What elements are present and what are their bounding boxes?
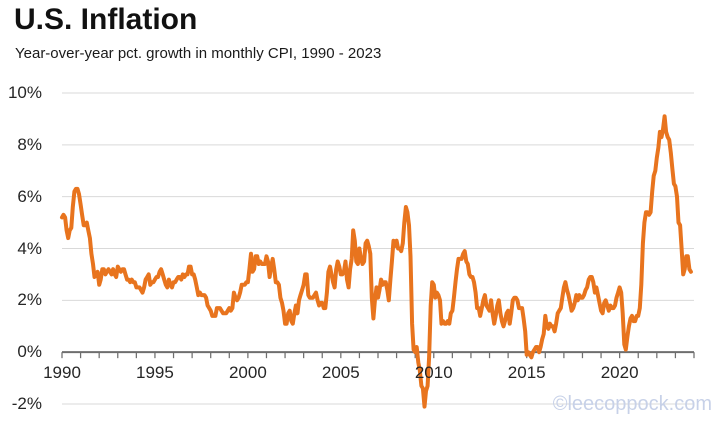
x-axis-tick-label: 1995 [136, 363, 174, 382]
chart-title: U.S. Inflation [14, 3, 198, 36]
y-axis-tick-label: 2% [17, 290, 42, 310]
y-axis-tick-label: 8% [17, 134, 42, 154]
y-axis-tick-label: -2% [11, 394, 42, 413]
chart-subtitle: Year-over-year pct. growth in monthly CP… [15, 45, 382, 62]
x-axis-tick-label: 2000 [228, 363, 267, 382]
x-axis-tick-label: 2015 [507, 363, 546, 382]
inflation-line [60, 114, 693, 409]
x-axis-tick-label: 1990 [43, 363, 81, 382]
y-axis-tick-label: 4% [17, 238, 42, 258]
y-axis-tick-label: 10% [7, 83, 42, 102]
x-axis-tick-label: 2010 [414, 363, 453, 382]
watermark: ©leecoppock.com [552, 393, 712, 415]
y-axis-tick-label: 0% [17, 342, 42, 362]
y-axis-tick-label: 6% [17, 186, 42, 206]
x-axis-tick-label: 2005 [321, 363, 360, 382]
x-axis-tick-label: 2020 [600, 363, 639, 382]
